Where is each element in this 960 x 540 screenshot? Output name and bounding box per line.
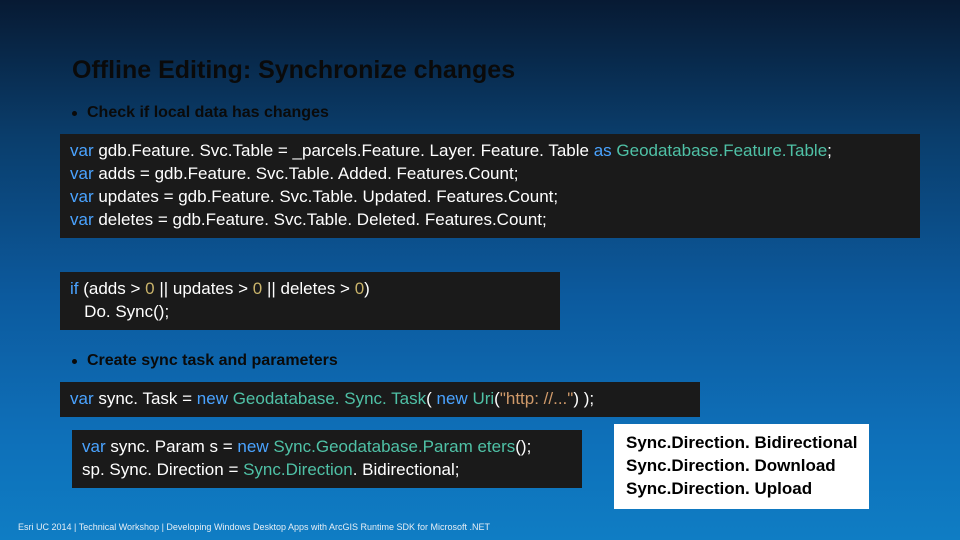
slide-footer: Esri UC 2014 | Technical Workshop | Deve… (18, 522, 490, 532)
bullet-dot-icon (72, 111, 77, 116)
code-block-sync-task: var sync. Task = new Geodatabase. Sync. … (60, 382, 700, 417)
bullet-dot-icon (72, 359, 77, 364)
sync-direction-option: Sync.Direction. Upload (626, 478, 857, 501)
bullet-text: Check if local data has changes (87, 104, 329, 122)
code-block-declarations: var gdb.Feature. Svc.Table = _parcels.Fe… (60, 134, 920, 238)
bullet-text: Create sync task and parameters (87, 352, 338, 370)
sync-direction-options: Sync.Direction. Bidirectional Sync.Direc… (614, 424, 869, 509)
code-block-if-sync: if (adds > 0 || updates > 0 || deletes >… (60, 272, 560, 330)
sync-direction-option: Sync.Direction. Bidirectional (626, 432, 857, 455)
sync-direction-option: Sync.Direction. Download (626, 455, 857, 478)
bullet-create-sync: Create sync task and parameters (72, 352, 338, 370)
slide-title: Offline Editing: Synchronize changes (72, 56, 515, 85)
code-block-sync-params: var sync. Param s = new Sync.Geodatabase… (72, 430, 582, 488)
bullet-check-local: Check if local data has changes (72, 104, 329, 122)
